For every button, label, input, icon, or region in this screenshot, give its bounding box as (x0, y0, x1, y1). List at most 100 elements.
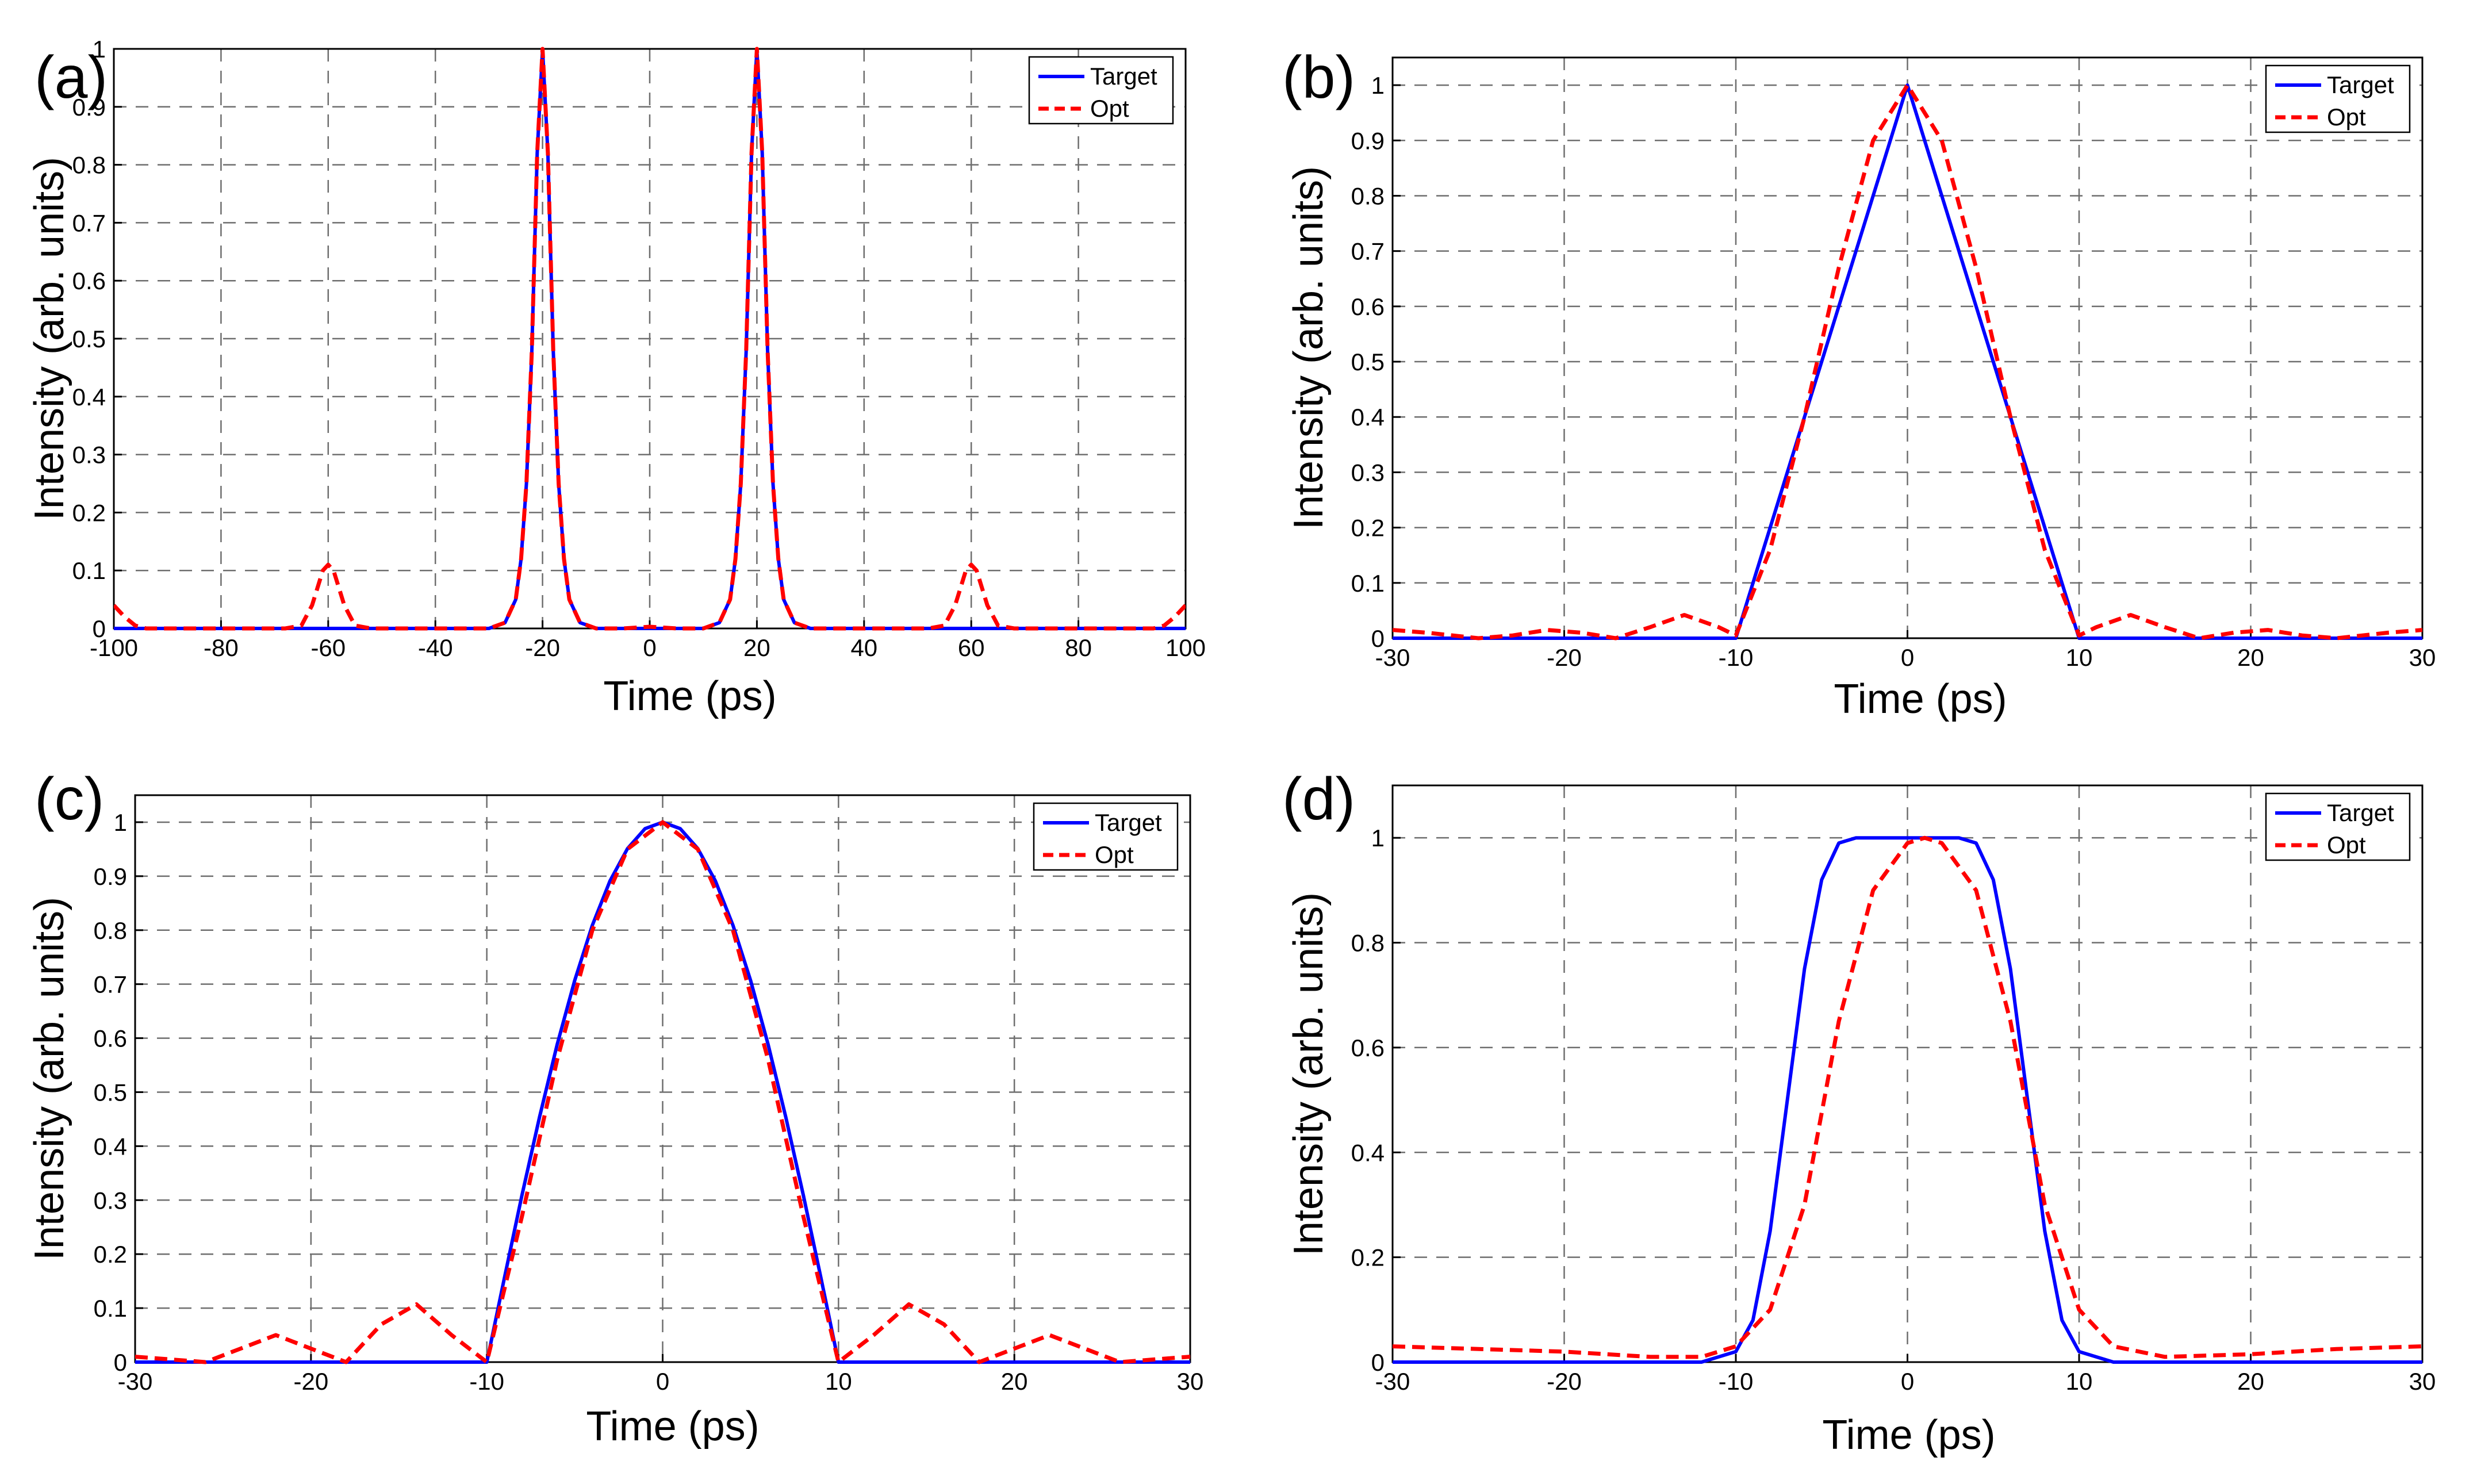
x-tick-label: -30 (1375, 644, 1410, 671)
y-tick-label: 0.8 (72, 152, 106, 179)
legend: Target Opt (1033, 802, 1179, 871)
x-tick-label: 20 (1001, 1368, 1028, 1395)
x-tick-label: 10 (2066, 644, 2093, 671)
y-tick-label: 0.5 (1351, 348, 1385, 375)
legend: Target Opt (1028, 56, 1174, 125)
y-axis-label: Intensity (arb. units) (1286, 166, 1332, 530)
y-tick-label: 0.2 (72, 499, 106, 526)
y-tick-label: 0 (1371, 1349, 1385, 1376)
y-tick-label: 0.5 (72, 325, 106, 352)
panel-label: (b) (1282, 44, 1355, 111)
x-tick-label: 60 (958, 634, 985, 661)
y-tick-label: 0.4 (72, 384, 106, 411)
x-tick-label: -30 (118, 1368, 153, 1395)
legend-box (2265, 64, 2411, 133)
series-line-opt (114, 47, 1186, 631)
y-tick-label: 0 (93, 615, 106, 642)
chart-panel-1: -100 -80 -60 -40 -20 0 20 40 60 80 100 0 0.1 0.2 0.3 0.… (26, 36, 1206, 719)
x-tick-label: 80 (1065, 634, 1092, 661)
y-tick-label: 0.1 (72, 557, 106, 584)
legend-box (1033, 802, 1179, 871)
y-tick-label: 0.6 (1351, 1034, 1385, 1061)
y-tick-label: 0.6 (94, 1025, 127, 1052)
y-tick-label: 0.4 (94, 1133, 127, 1160)
x-tick-label: 0 (1901, 644, 1914, 671)
y-tick-label: 0.2 (1351, 1244, 1385, 1271)
legend-box (1028, 56, 1174, 125)
legend-label-opt: Opt (1090, 95, 1129, 122)
x-tick-label: 20 (743, 634, 770, 661)
y-tick-label: 1 (114, 809, 127, 836)
y-tick-label: 0 (114, 1349, 127, 1376)
y-axis-label: Intensity (arb. units) (1286, 892, 1332, 1256)
y-tick-label: 1 (1371, 72, 1385, 99)
x-tick-label: 0 (643, 634, 656, 661)
x-tick-label: -80 (204, 634, 239, 661)
panel-label: (c) (34, 766, 104, 833)
series-line-opt (1393, 835, 2422, 1359)
y-tick-label: 0.4 (1351, 404, 1385, 431)
y-tick-label: 0.8 (94, 917, 127, 944)
legend-label-opt: Opt (2327, 831, 2366, 858)
y-tick-label: 0.1 (1351, 570, 1385, 597)
y-tick-label: 0.3 (1351, 459, 1385, 486)
y-tick-label: 0.3 (72, 442, 106, 469)
x-tick-label: -10 (1719, 1368, 1754, 1395)
x-tick-label: -20 (293, 1368, 328, 1395)
y-tick-label: 0.2 (94, 1241, 127, 1268)
x-tick-label: 10 (2066, 1368, 2093, 1395)
y-tick-label: 0.4 (1351, 1139, 1385, 1166)
y-tick-label: 0.7 (72, 209, 106, 236)
y-axis-label: Intensity (arb. units) (26, 897, 72, 1260)
x-tick-label: 40 (850, 634, 877, 661)
y-tick-label: 0 (1371, 625, 1385, 652)
legend-box (2265, 792, 2411, 861)
y-tick-label: 0.8 (1351, 930, 1385, 957)
x-tick-label: 30 (2409, 1368, 2436, 1395)
x-tick-label: -60 (310, 634, 346, 661)
y-tick-label: 0.9 (72, 94, 106, 121)
chart-panel-4: -30 -20 -10 0 10 20 3000.20.40.60.81TargetOptT… (1282, 766, 2436, 1458)
x-tick-label: -100 (90, 634, 138, 661)
x-tick-label: 0 (1901, 1368, 1914, 1395)
x-tick-label: -10 (469, 1368, 504, 1395)
x-axis-label: Time (ps) (603, 673, 776, 719)
x-axis-label: Time (ps) (1834, 676, 2007, 722)
x-axis-label: Time (ps) (586, 1404, 759, 1450)
x-tick-label: 30 (1177, 1368, 1204, 1395)
legend-label-target: Target (1095, 809, 1162, 836)
legend-label-opt: Opt (2327, 103, 2366, 131)
series-line-target (1393, 836, 2422, 1364)
x-tick-label: 0 (656, 1368, 669, 1395)
x-tick-label: -40 (418, 634, 453, 661)
x-tick-label: -20 (525, 634, 560, 661)
legend: Target Opt (2265, 64, 2411, 133)
x-tick-label: -30 (1375, 1368, 1410, 1395)
y-axis-label: Intensity (arb. units) (26, 157, 72, 520)
x-tick-label: 10 (825, 1368, 852, 1395)
x-tick-label: 100 (1165, 634, 1206, 661)
y-tick-label: 1 (93, 36, 106, 63)
y-tick-label: 0.3 (94, 1187, 127, 1214)
panel-label: (d) (1282, 766, 1355, 833)
y-tick-label: 0.7 (1351, 238, 1385, 265)
legend-label-target: Target (2327, 799, 2394, 826)
y-tick-label: 0.7 (94, 971, 127, 998)
panel-label: (a) (34, 44, 108, 111)
y-tick-label: 0.6 (72, 267, 106, 294)
x-tick-label: 20 (2237, 644, 2264, 671)
legend-label-target: Target (2327, 71, 2394, 98)
series-line-opt (135, 820, 1190, 1364)
y-tick-label: 0.5 (94, 1079, 127, 1106)
legend-label-target: Target (1090, 63, 1157, 90)
x-tick-label: -20 (1547, 1368, 1582, 1395)
x-tick-label: -10 (1719, 644, 1754, 671)
y-tick-label: 0.1 (94, 1295, 127, 1322)
x-axis-label: Time (ps) (1822, 1412, 1995, 1458)
y-tick-label: 0.6 (1351, 293, 1385, 320)
legend: Target Opt (2265, 792, 2411, 861)
chart-panel-3: -30 -20 -10 0 10 20 30 0 0.1 0.2 0.3 0.4 0.5 0.6 0.7 0.… (26, 766, 1203, 1450)
y-tick-label: 0.9 (1351, 127, 1385, 154)
x-tick-label: -20 (1547, 644, 1582, 671)
